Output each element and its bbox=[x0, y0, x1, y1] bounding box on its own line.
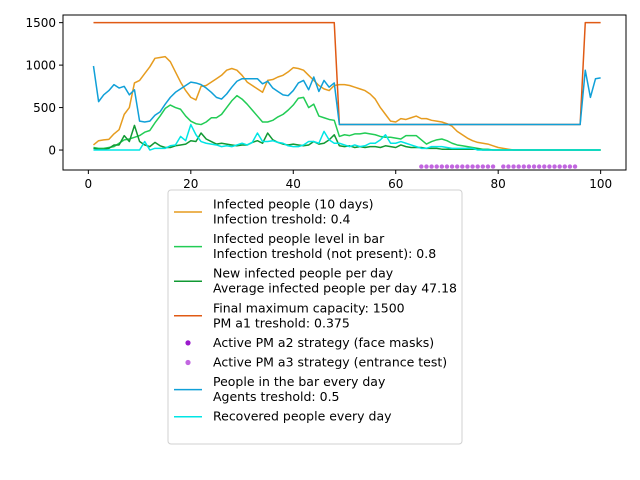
scatter-point bbox=[480, 164, 486, 169]
y-axis: 0 500 1000 1500 bbox=[25, 16, 63, 158]
scatter-point bbox=[449, 164, 455, 169]
x-axis: 0 20 40 60 80 100 bbox=[85, 170, 612, 191]
series-line-4 bbox=[93, 21, 601, 126]
y-tick-label: 1500 bbox=[25, 16, 56, 30]
plot-frame bbox=[62, 14, 627, 171]
legend-label: Recovered people every day bbox=[213, 409, 392, 424]
y-tick-label: 0 bbox=[48, 144, 56, 158]
scatter-point bbox=[557, 164, 562, 169]
scatter-point bbox=[419, 164, 424, 169]
legend-entry-1: Infected people (10 days)Infection tresh… bbox=[174, 197, 374, 227]
legend-label: Infection treshold: 0.4 bbox=[213, 212, 351, 227]
scatter-point bbox=[470, 164, 475, 169]
scatter-point bbox=[536, 164, 542, 169]
series-line-8 bbox=[93, 123, 601, 151]
legend-label: PM a1 treshold: 0.375 bbox=[213, 315, 350, 330]
legend-label: People in the bar every day bbox=[213, 374, 386, 389]
scatter-point bbox=[547, 164, 552, 169]
scatter-point bbox=[434, 164, 439, 169]
legend-label: Final maximum capacity: 1500 bbox=[213, 300, 405, 315]
legend-label: Infection treshold (not present): 0.8 bbox=[213, 246, 436, 261]
scatter-point bbox=[506, 164, 511, 169]
legend-label: Active PM a2 strategy (face masks) bbox=[213, 335, 434, 350]
legend-marker bbox=[185, 340, 191, 346]
x-tick-label: 80 bbox=[491, 177, 506, 191]
legend-entry-8: Recovered people every day bbox=[174, 409, 392, 424]
scatter-point bbox=[511, 164, 516, 169]
x-tick-label: 100 bbox=[589, 177, 612, 191]
x-tick-label: 0 bbox=[85, 177, 93, 191]
legend-entry-5: Active PM a2 strategy (face masks) bbox=[185, 335, 434, 350]
legend-label: Agents treshold: 0.5 bbox=[213, 389, 340, 404]
y-tick-label: 1000 bbox=[25, 59, 56, 73]
legend-label: Infected people level in bar bbox=[213, 231, 385, 246]
scatter-point bbox=[465, 164, 470, 169]
legend-label: Active PM a3 strategy (entrance test) bbox=[213, 355, 447, 370]
scatter-point bbox=[429, 164, 434, 169]
scatter-point bbox=[567, 164, 573, 169]
series-line-1 bbox=[93, 55, 601, 151]
scatter-point bbox=[542, 164, 547, 169]
y-tick-label: 500 bbox=[33, 101, 56, 115]
scatter-point bbox=[572, 164, 578, 169]
legend-label: Average infected people per day 47.18 bbox=[213, 281, 457, 296]
legend-marker bbox=[185, 359, 191, 366]
scatter-point bbox=[444, 164, 450, 169]
x-tick-label: 20 bbox=[183, 177, 198, 191]
plot-area bbox=[62, 14, 627, 171]
legend-label: New infected people per day bbox=[213, 266, 394, 281]
x-tick-label: 40 bbox=[286, 177, 301, 191]
chart-legend: Infected people (10 days)Infection tresh… bbox=[167, 189, 463, 445]
scatter-point bbox=[439, 164, 445, 169]
x-tick-label: 60 bbox=[388, 177, 403, 191]
scatter-point bbox=[475, 164, 480, 169]
scatter-point bbox=[490, 164, 496, 169]
scatter-point bbox=[501, 164, 506, 169]
series-layer bbox=[92, 21, 601, 169]
scatter-point bbox=[424, 164, 429, 169]
legend-entry-6: Active PM a3 strategy (entrance test) bbox=[185, 355, 447, 370]
scatter-point bbox=[516, 164, 521, 169]
series-line-2 bbox=[93, 94, 601, 151]
scatter-point bbox=[485, 164, 491, 169]
scatter-point bbox=[531, 164, 537, 169]
scatter-point bbox=[521, 164, 526, 169]
scatter-point bbox=[562, 164, 567, 169]
scatter-point bbox=[460, 164, 465, 169]
legend-label: Infected people (10 days) bbox=[213, 197, 374, 212]
series-line-7 bbox=[92, 65, 601, 126]
scatter-point bbox=[455, 164, 460, 169]
scatter-point bbox=[552, 164, 557, 169]
legend-frame bbox=[167, 189, 463, 445]
scatter-point bbox=[526, 164, 532, 169]
